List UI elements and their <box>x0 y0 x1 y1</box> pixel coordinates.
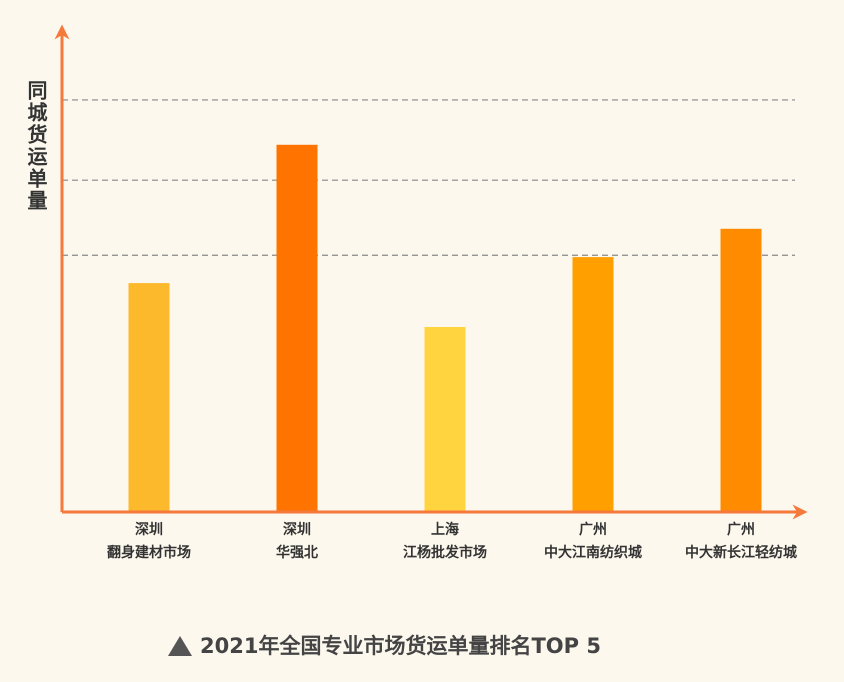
bar <box>572 257 614 512</box>
x-tick-label: 上海 <box>431 521 459 538</box>
x-tick-label: 深圳 <box>283 521 311 538</box>
chart-title: 2021年全国专业市场货运单量排名TOP 5 <box>200 634 601 658</box>
x-tick-label: 华强北 <box>276 544 318 561</box>
x-tick-label: 深圳 <box>135 521 163 538</box>
bar <box>424 326 466 512</box>
bar <box>128 283 170 512</box>
bar <box>276 144 318 512</box>
x-tick-label: 中大新长江轻纺城 <box>685 544 797 561</box>
bar <box>720 228 762 513</box>
y-axis-label: 同城货运单量 <box>24 80 48 212</box>
title-icon <box>168 636 192 656</box>
x-tick-label: 江杨批发市场 <box>403 544 487 561</box>
x-tick-label: 广州 <box>727 521 755 538</box>
x-tick-label: 中大江南纺织城 <box>544 544 642 561</box>
x-tick-label: 广州 <box>579 521 607 538</box>
x-tick-label: 翻身建材市场 <box>107 544 191 561</box>
